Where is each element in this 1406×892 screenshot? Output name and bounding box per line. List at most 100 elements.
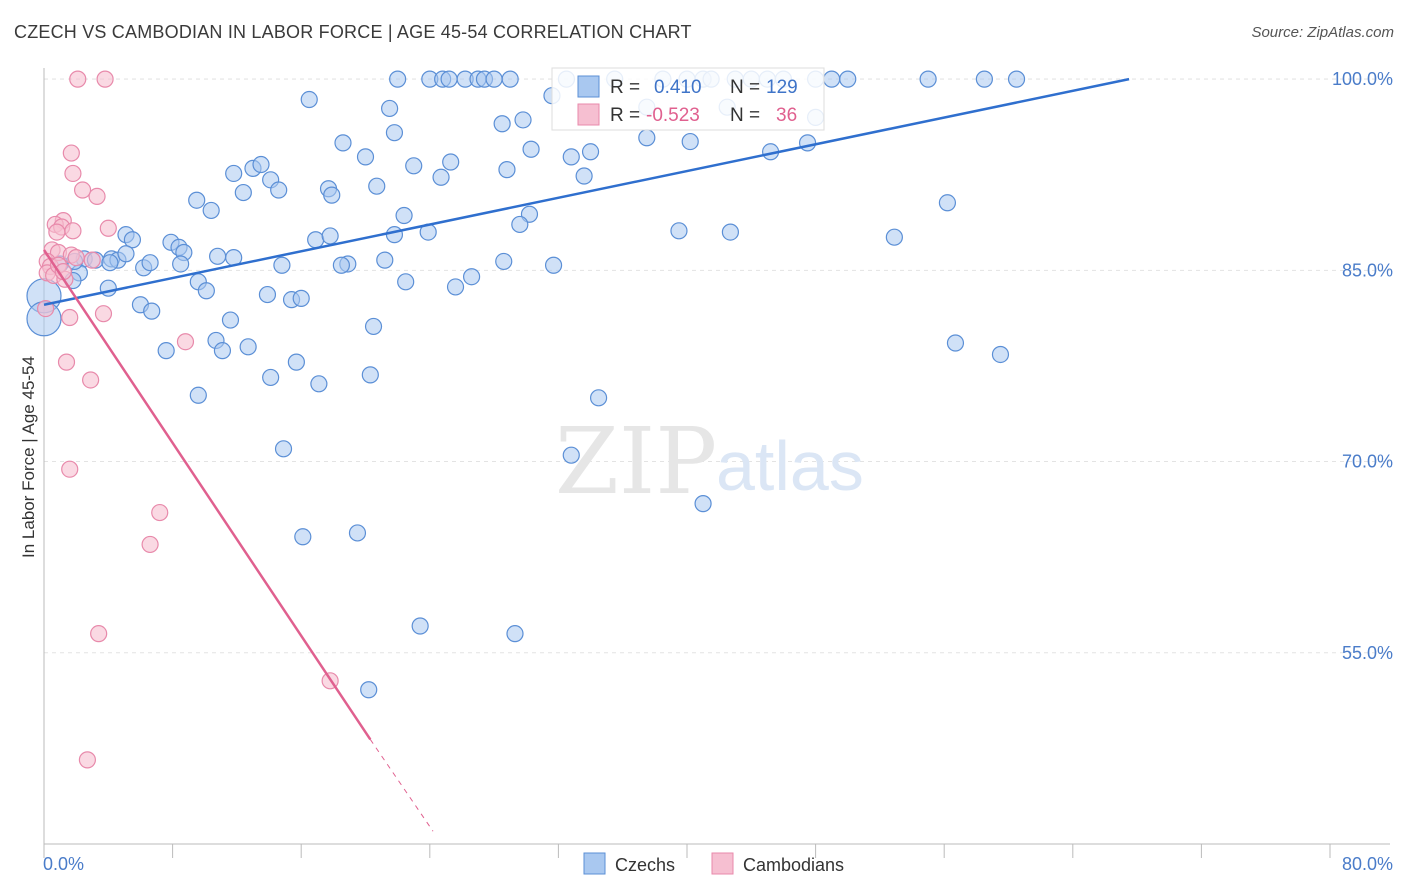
watermark-zip: ZIP bbox=[555, 408, 717, 515]
czechs-point bbox=[506, 625, 524, 643]
czechs-point bbox=[356, 148, 375, 166]
czechs-point bbox=[209, 247, 227, 265]
watermark: ZIP atlas bbox=[555, 408, 864, 515]
czechs-n-value: 129 bbox=[766, 77, 798, 98]
czechs-point bbox=[385, 124, 404, 142]
czechs-point bbox=[323, 186, 341, 204]
czechs-trend-line bbox=[43, 77, 1130, 306]
trend-lines bbox=[42, 77, 1130, 832]
czechs-point bbox=[498, 161, 516, 179]
y-tick-label-70: 70.0% bbox=[1342, 452, 1393, 472]
czechs-point bbox=[440, 70, 458, 88]
cambodians-series-swatch bbox=[711, 852, 734, 875]
cambodians-point bbox=[141, 535, 159, 554]
cambodians-point bbox=[61, 460, 79, 478]
cambodians-point bbox=[67, 248, 85, 267]
source-label: Source: ZipAtlas.com bbox=[1251, 24, 1394, 41]
czechs-point bbox=[332, 256, 350, 274]
y-tick-labels: 100.0% 85.0% 70.0% 55.0% bbox=[1332, 69, 1393, 663]
czechs-point bbox=[189, 386, 207, 404]
cambodians-point bbox=[94, 305, 113, 323]
czechs-point bbox=[321, 227, 339, 245]
czechs-point bbox=[287, 353, 305, 371]
czechs-point bbox=[141, 254, 159, 272]
cambodians-point bbox=[73, 181, 92, 199]
czechs-point bbox=[225, 164, 243, 183]
czechs-point bbox=[562, 148, 580, 166]
czechs-point bbox=[389, 70, 407, 88]
cambodians-n-value: 36 bbox=[776, 105, 797, 126]
czechs-point bbox=[274, 440, 293, 458]
czechs-point bbox=[991, 345, 1010, 364]
czechs-point bbox=[522, 140, 540, 158]
czechs-point bbox=[493, 115, 511, 133]
czechs-point bbox=[638, 129, 656, 147]
czechs-n-label: N = bbox=[730, 77, 760, 98]
cambodians-point bbox=[69, 70, 87, 88]
czechs-point bbox=[975, 70, 993, 88]
czechs-point bbox=[300, 90, 318, 109]
czechs-r-value: 0.410 bbox=[654, 77, 702, 98]
czechs-series-swatch bbox=[583, 852, 606, 875]
czechs-point bbox=[721, 223, 740, 241]
czechs-point bbox=[197, 282, 215, 300]
czechs-point bbox=[581, 143, 600, 161]
czechs-point bbox=[381, 99, 399, 118]
czechs-point bbox=[495, 252, 513, 271]
czechs-point bbox=[262, 368, 280, 387]
czechs-point bbox=[562, 446, 580, 464]
czechs-point bbox=[575, 167, 593, 185]
series-legend: Czechs Cambodians bbox=[583, 852, 844, 875]
czechs-point bbox=[432, 168, 450, 186]
cambodians-point bbox=[151, 503, 169, 522]
czechs-point bbox=[462, 268, 481, 286]
czechs-point bbox=[376, 251, 394, 269]
czechs-point bbox=[681, 132, 699, 151]
czechs-point bbox=[143, 302, 161, 320]
cambodians-n-label: N = bbox=[730, 105, 760, 126]
czechs-point bbox=[446, 278, 465, 296]
y-tick-label-85: 85.0% bbox=[1342, 260, 1393, 280]
cambodians-r-label: R = bbox=[610, 105, 640, 126]
cambodians-trend-line bbox=[42, 249, 372, 741]
czechs-point bbox=[839, 70, 857, 88]
czechs-point bbox=[310, 375, 328, 393]
cambodians-point bbox=[96, 70, 114, 88]
czechs-legend-swatch bbox=[577, 75, 600, 98]
cambodians-legend-swatch bbox=[577, 103, 600, 126]
czechs-point bbox=[397, 273, 415, 291]
czechs-point bbox=[823, 70, 841, 88]
cambodians-point bbox=[176, 333, 195, 351]
cambodians-point bbox=[62, 144, 80, 162]
cambodians-points bbox=[37, 70, 339, 769]
y-tick-label-55: 55.0% bbox=[1342, 643, 1393, 663]
czechs-point bbox=[364, 317, 383, 336]
czechs-point bbox=[385, 226, 404, 244]
czechs-point bbox=[485, 70, 503, 88]
czechs-point bbox=[1007, 70, 1026, 88]
czechs-point bbox=[239, 338, 257, 356]
cambodians-point bbox=[61, 308, 79, 327]
chart-title: CZECH VS CAMBODIAN IN LABOR FORCE | AGE … bbox=[14, 22, 692, 42]
cambodians-point bbox=[82, 371, 100, 389]
czechs-point bbox=[670, 222, 688, 240]
czechs-point bbox=[442, 153, 460, 171]
czechs-point bbox=[361, 366, 379, 384]
czechs-point bbox=[411, 617, 429, 635]
czechs-point bbox=[188, 191, 206, 209]
czechs-point bbox=[252, 155, 270, 174]
czechs-point bbox=[273, 256, 291, 274]
czechs-point bbox=[360, 681, 378, 699]
czechs-point bbox=[405, 157, 423, 175]
czechs-point bbox=[307, 231, 325, 249]
czechs-point bbox=[544, 256, 563, 274]
czechs-point bbox=[258, 285, 277, 304]
czechs-point bbox=[885, 228, 903, 246]
czechs-point bbox=[694, 495, 712, 513]
cambodians-series-label: Cambodians bbox=[743, 855, 844, 875]
czechs-point bbox=[117, 245, 135, 263]
czechs-r-label: R = bbox=[610, 77, 640, 98]
czechs-point bbox=[589, 389, 608, 407]
cambodians-point bbox=[57, 353, 76, 371]
cambodians-point bbox=[64, 222, 82, 240]
